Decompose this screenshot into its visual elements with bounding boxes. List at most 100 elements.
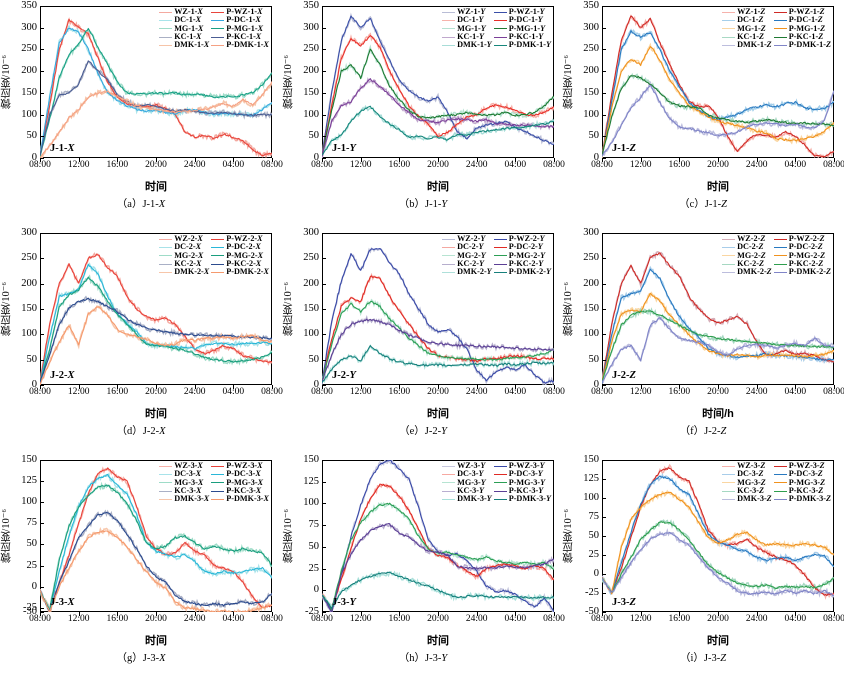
series-line-raw [602, 528, 834, 599]
legend-swatch-icon [493, 246, 507, 248]
legend-swatch-icon [159, 473, 173, 475]
y-tick-mark [40, 309, 44, 310]
series-line-raw [40, 27, 272, 157]
y-tick-mark [40, 71, 44, 73]
legend-label: MG-3-Z [737, 477, 766, 487]
legend-swatch-icon [493, 36, 507, 38]
x-tick-mark [476, 158, 478, 162]
x-tick-label: 04:00 [504, 614, 527, 624]
y-axis-label: 微应变/10⁻⁶ [280, 460, 296, 612]
x-tick-label: 12:00 [67, 387, 90, 397]
legend-swatch-icon [211, 499, 225, 501]
x-tick-label: 04:00 [784, 614, 807, 624]
x-tick-label: 12:00 [349, 614, 372, 624]
legend-label: MG-1-Z [737, 23, 766, 33]
x-tick-mark [156, 385, 157, 389]
legend-swatch-icon [159, 499, 173, 501]
legend: WZ-2-Y P-WZ-2-Y DC-2-Y P-DC-2-Y MG-2-Y P-MG-2… [441, 234, 552, 277]
panel-title-inline: J-3-Y [332, 597, 356, 608]
x-tick-label: 08:00 [29, 614, 51, 624]
series-line-fit [602, 75, 834, 157]
x-tick-mark [322, 158, 323, 162]
x-tick-label: 16:00 [388, 614, 411, 624]
x-tick-label: 08:00 [823, 614, 844, 624]
y-tick-label: 75 [588, 510, 600, 522]
x-tick-row: 08:00 12:00 16:00 20:00 24:00 04:00 08:00 [311, 385, 565, 401]
y-tick-label: 150 [21, 302, 37, 314]
panel-title-inline: J-3-X [50, 597, 75, 608]
x-tick-mark [322, 385, 323, 389]
y-tick-label: 100 [583, 108, 599, 120]
legend-swatch-icon [773, 255, 787, 257]
series-line-raw [40, 471, 272, 612]
panel-title-inline: J-1-Z [612, 143, 636, 154]
panel-caption: （g）J-3-X [116, 653, 166, 664]
legend-label: WZ-2-X [174, 234, 203, 243]
panel-caption: （h）J-3-Y [398, 653, 448, 664]
legend-swatch-icon [159, 11, 173, 13]
y-tick-mark [602, 517, 606, 518]
x-tick-label: 16:00 [106, 614, 129, 624]
y-tick-mark [40, 481, 44, 483]
y-tick-label: 100 [303, 108, 319, 120]
y-tick-mark [40, 565, 44, 567]
series-line-fit [602, 491, 834, 595]
chart-panel-h: -25 0 25 50 75 100 125 150 08:00 12:00 16:00 20:00 2… [280, 454, 565, 681]
y-tick-mark [40, 607, 44, 609]
legend-item: DC-2-Y [441, 243, 493, 251]
legend-item: P-WZ-2-Z [773, 234, 832, 243]
legend-label: WZ-1-Z [737, 7, 766, 16]
legend-item: P-MG-2-X [210, 251, 270, 260]
legend-swatch-icon [722, 499, 736, 501]
legend-swatch-icon [211, 11, 225, 13]
series-line-fit [40, 27, 272, 157]
series-canvas [602, 14, 834, 158]
y-tick-mark [40, 359, 44, 361]
y-tick-mark [602, 258, 606, 260]
legend-swatch-icon [722, 238, 736, 240]
x-tick-mark [117, 158, 119, 162]
y-tick-mark [322, 158, 326, 159]
legend-item: WZ-2-Y [441, 234, 493, 243]
x-tick-mark [360, 612, 362, 616]
series-line-fit [602, 252, 834, 383]
y-axis-label-text: 微应变/10⁻⁶ [0, 54, 12, 110]
legend-label: P-WZ-1-X [226, 7, 263, 16]
legend-swatch-icon [159, 255, 173, 257]
y-tick-label: 300 [21, 21, 37, 33]
y-tick-mark [322, 546, 326, 548]
x-tick-mark [272, 385, 273, 389]
legend-label: WZ-3-X [174, 461, 203, 470]
legend-swatch-icon [722, 11, 736, 13]
legend-swatch-icon [442, 238, 456, 240]
legend-item: KC-3-Z [721, 486, 773, 495]
x-tick-mark [554, 612, 555, 616]
x-axis-label: 时间/h [702, 408, 734, 420]
series-canvas [40, 17, 272, 158]
legend-item: P-KC-1-X [210, 32, 270, 41]
series-line-fit [322, 48, 554, 157]
legend-label: P-WZ-3-X [226, 461, 263, 470]
series-line-raw [40, 526, 272, 612]
series-canvas [322, 247, 554, 385]
x-tick-mark [40, 612, 41, 616]
x-tick-mark [640, 385, 642, 389]
y-tick-mark [322, 71, 326, 73]
x-tick-label: 20:00 [145, 387, 167, 397]
y-tick-mark [602, 71, 606, 73]
legend-swatch-icon [722, 246, 736, 248]
x-tick-label: 24:00 [183, 387, 206, 397]
y-tick-mark [602, 283, 606, 285]
x-tick-mark [233, 158, 235, 162]
legend-swatch-icon [159, 19, 173, 21]
x-tick-mark [795, 158, 797, 162]
legend-label: DMK-1-X [174, 40, 210, 50]
legend-item: DMK-3-X [158, 495, 210, 503]
legend-label: WZ-1-Y [457, 7, 486, 16]
legend-swatch-icon [493, 465, 507, 467]
legend-swatch-icon [442, 45, 456, 47]
y-tick-mark [602, 612, 606, 613]
legend-label: P-MG-1-Z [788, 23, 826, 33]
legend-item: MG-1-X [158, 24, 210, 33]
legend-swatch-icon [442, 465, 456, 467]
